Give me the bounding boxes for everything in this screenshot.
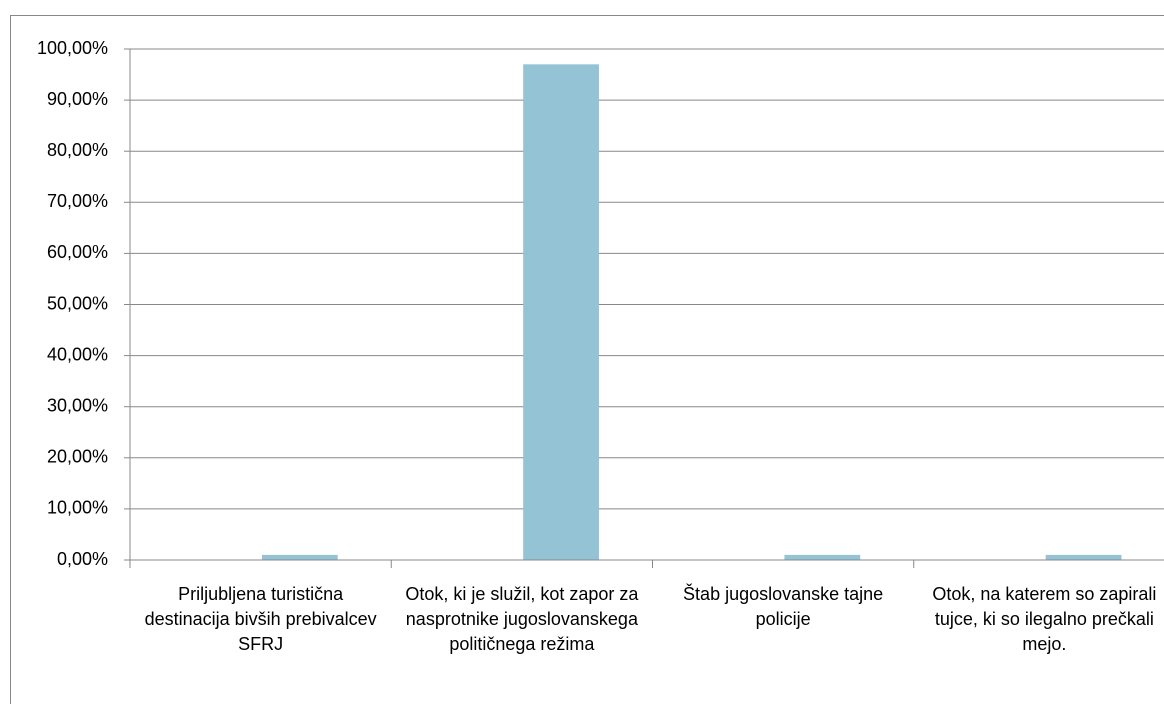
x-tick-label: Štab jugoslovanske tajne policije	[661, 582, 906, 632]
bar	[523, 64, 599, 560]
x-tick-label: Otok, na katerem so zapirali tujce, ki s…	[922, 582, 1164, 657]
x-tick-label: Otok, ki je služil, kot zapor za nasprot…	[399, 582, 644, 657]
y-tick-label: 70,00%	[47, 191, 108, 211]
y-tick-label: 60,00%	[47, 242, 108, 262]
y-tick-label: 20,00%	[47, 447, 108, 467]
y-tick-label: 80,00%	[47, 140, 108, 160]
y-tick-label: 50,00%	[47, 293, 108, 313]
y-tick-label: 100,00%	[37, 38, 108, 58]
bar	[262, 555, 338, 560]
y-tick-label: 0,00%	[57, 549, 108, 569]
x-tick-label: Priljubljena turistična destinacija bivš…	[138, 582, 383, 657]
y-tick-label: 10,00%	[47, 498, 108, 518]
y-tick-label: 90,00%	[47, 89, 108, 109]
y-tick-label: 30,00%	[47, 395, 108, 415]
bar	[784, 555, 860, 560]
bar	[1046, 555, 1122, 560]
y-tick-label: 40,00%	[47, 344, 108, 364]
